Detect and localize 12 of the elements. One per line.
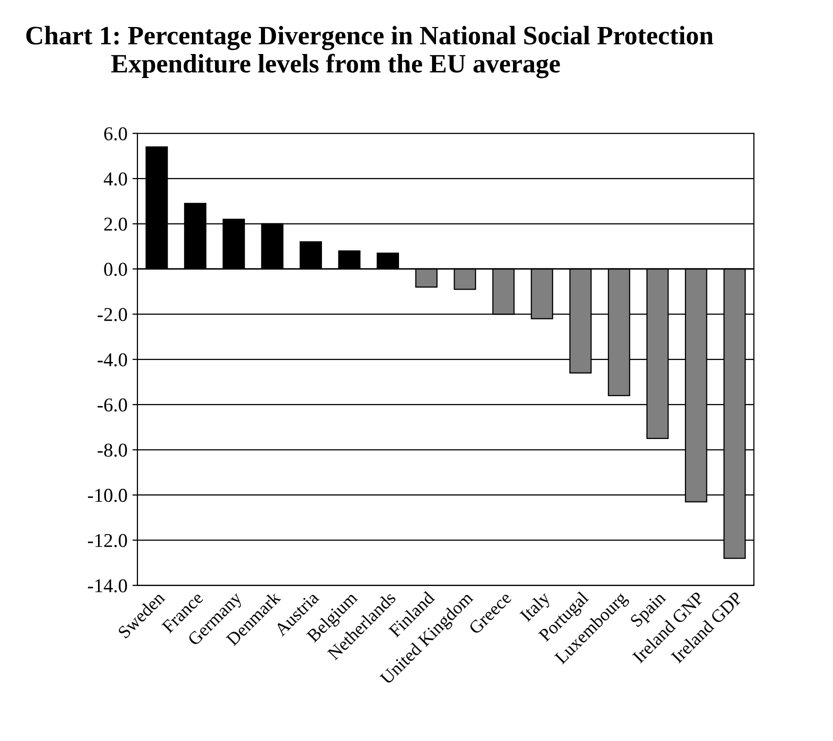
y-tick-label: -14.0: [88, 579, 127, 592]
y-tick-label: -12.0: [88, 534, 127, 548]
y-tick-label: 0.0: [104, 262, 127, 276]
y-tick-label: -2.0: [98, 308, 127, 322]
y-tick-label: 4.0: [104, 172, 127, 186]
y-tick-label: 6.0: [104, 127, 127, 140]
chart-title: Chart 1: Percentage Divergence in National Social Protection Expenditure levels from the EU average: [26, 26, 714, 78]
y-tick-label: -8.0: [98, 444, 127, 457]
y-tick-label: -6.0: [98, 398, 127, 412]
y-tick-label: -4.0: [98, 353, 127, 366]
y-tick-label: 2.0: [104, 218, 127, 231]
y-tick-label: -10.0: [88, 488, 127, 502]
